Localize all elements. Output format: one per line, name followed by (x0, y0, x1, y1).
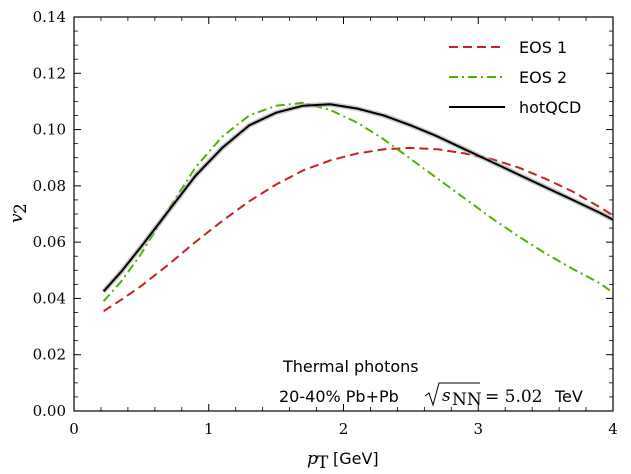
legend-label-eos-2: EOS 2 (519, 68, 567, 87)
annotation-line-2: 20-40% Pb+Pb (279, 387, 399, 406)
y-tick-label: 0.12 (33, 64, 66, 82)
y-tick-label: 0.14 (33, 8, 66, 26)
legend-label-hotqcd: hotQCD (519, 98, 581, 117)
annotation-unit: TeV (554, 387, 583, 406)
sqrt-symbol (424, 382, 480, 407)
legend-label-eos-1: EOS 1 (519, 38, 567, 57)
series-line-hotqcd (102, 103, 614, 293)
series-line-eos-1 (103, 146, 614, 312)
legend: EOS 1 EOS 2 hotQCD (449, 38, 581, 117)
y-tick-label: 0.00 (33, 402, 66, 420)
y-axis-label: v 2 (7, 203, 31, 223)
y-tick-label: 0.10 (33, 121, 66, 139)
x-tick-label: 2 (339, 420, 349, 438)
y-tick-label: 0.08 (33, 177, 66, 195)
x-tick-label: 0 (69, 420, 79, 438)
x-axis-label-sub: T (317, 453, 329, 473)
y-axis-label-sub: 2 (11, 203, 31, 214)
series-layer (101, 101, 615, 312)
y-axis-label-var: v (7, 213, 27, 223)
annotation: Thermal photons 20-40% Pb+Pb s NN = 5.02… (279, 357, 583, 410)
annotation-equals: = 5.02 (485, 387, 543, 407)
x-tick-label: 3 (473, 420, 483, 438)
x-tick-label: 1 (204, 420, 214, 438)
axis-ticks: 0 1 2 3 4 0.00 0.02 0.04 0.06 0.08 0.10 0.12 0.14 (33, 8, 618, 438)
x-tick-label: 4 (608, 420, 618, 438)
x-axis-label-var: p (307, 449, 318, 469)
annotation-sqrt-sub: NN (452, 390, 482, 410)
y-tick-label: 0.06 (33, 233, 66, 251)
annotation-sqrt-var: s (442, 386, 451, 406)
y-tick-label: 0.02 (33, 346, 66, 364)
y-tick-label: 0.04 (33, 289, 66, 307)
annotation-line-1: Thermal photons (282, 357, 419, 376)
x-axis-label: p T [GeV] (307, 449, 379, 473)
x-axis-label-unit: [GeV] (333, 449, 379, 468)
